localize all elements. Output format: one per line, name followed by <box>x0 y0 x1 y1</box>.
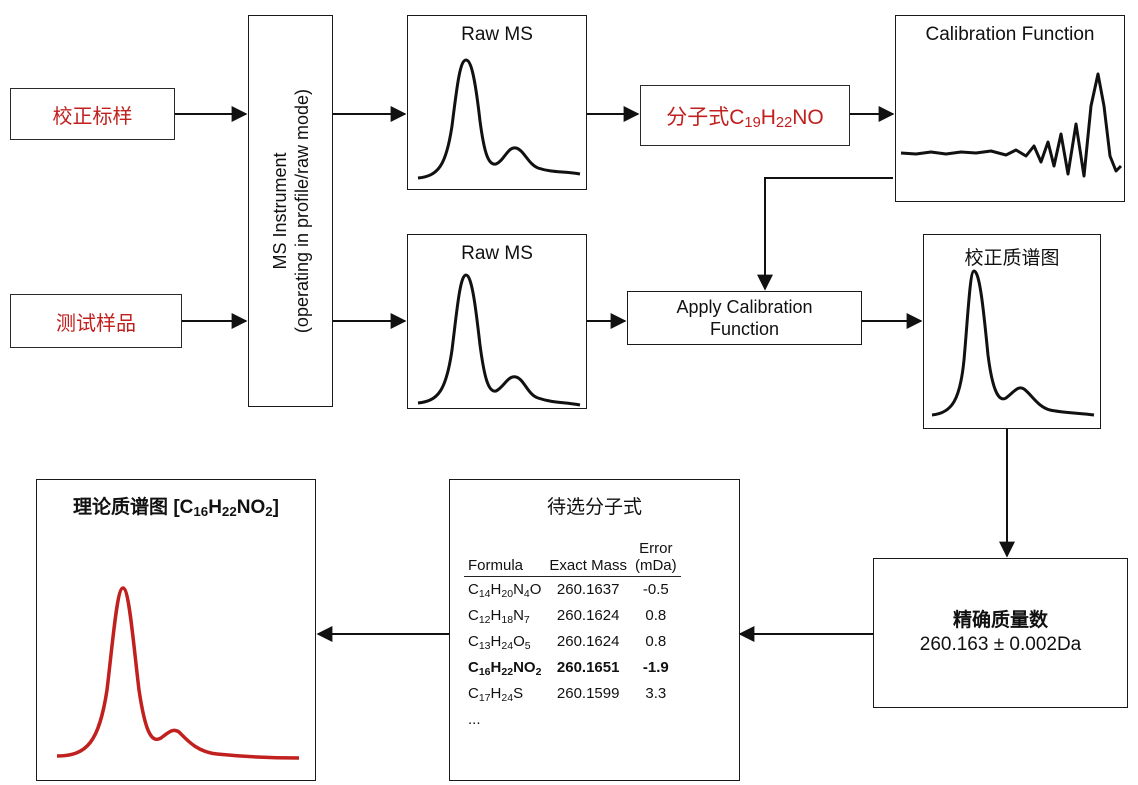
calibrated-spectrum-title: 校正质谱图 <box>964 248 1060 269</box>
error-cell: 0.8 <box>645 607 667 624</box>
apply-calibration-line1: Apply Calibration <box>676 297 813 317</box>
formula-cell: C14H20N4O <box>468 581 542 600</box>
formula-cell: C17H24S <box>468 685 524 704</box>
error-cell: 0.8 <box>645 633 667 650</box>
calibration-function-title: Calibration Function <box>925 24 1095 45</box>
raw-ms-bottom-box: Raw MS <box>407 234 587 409</box>
table-row: C13H24O5 260.1624 0.8 <box>464 629 681 655</box>
candidates-box: 待选分子式 Formula Exact Mass Error (mDa) C14… <box>449 479 740 781</box>
col-formula: Formula <box>464 540 546 577</box>
error-cell: -1.9 <box>642 659 669 676</box>
ms-instrument-line2: (operating in profile/raw mode) <box>291 88 312 334</box>
theoretical-title: 理论质谱图 [C16H22NO2] <box>73 497 279 519</box>
raw-ms-top-box: Raw MS <box>407 15 587 190</box>
col-error-line2: (mDa) <box>634 557 677 574</box>
table-row: C14H20N4O 260.1637 -0.5 <box>464 577 681 604</box>
theoretical-spectrum-box: 理论质谱图 [C16H22NO2] <box>36 479 316 781</box>
theoretical-formula: C16H22NO2 <box>179 497 273 519</box>
table-row: C12H18N7 260.1624 0.8 <box>464 603 681 629</box>
test-sample-label: 测试样品 <box>56 312 136 335</box>
raw-ms-bottom-title: Raw MS <box>461 243 533 264</box>
apply-calibration-line2: Function <box>709 319 780 339</box>
mass-cell: 260.1624 <box>556 607 620 624</box>
calibrated-spectrum-peak <box>931 269 1095 417</box>
col-error-line1: Error <box>639 540 673 557</box>
calibration-function-curve <box>900 72 1123 178</box>
mass-cell: 260.1651 <box>556 659 620 676</box>
candidates-header-row: Formula Exact Mass Error (mDa) <box>464 540 681 577</box>
col-error: Error (mDa) <box>630 540 681 577</box>
table-row: C17H24S 260.1599 3.3 <box>464 681 681 707</box>
formula-cell: C16H22NO2 <box>468 659 542 678</box>
raw-ms-bottom-peak <box>417 273 581 407</box>
theoretical-spectrum-peak <box>56 586 300 760</box>
formula-prefix: 分子式 <box>666 105 730 129</box>
calibration-standard-box: 校正标样 <box>10 88 175 140</box>
raw-ms-top-peak <box>417 58 581 180</box>
formula-label: 分子式C19H22NO <box>666 101 824 131</box>
calibration-standard-label: 校正标样 <box>52 105 133 128</box>
formula-box: 分子式C19H22NO <box>640 85 850 146</box>
theoretical-title-prefix: 理论质谱图 <box>73 497 169 518</box>
accurate-mass-value: 260.163 ± 0.002Da <box>919 633 1082 655</box>
apply-calibration-box: Apply Calibration Function <box>627 291 862 345</box>
ellipsis-cell: ... <box>468 711 481 728</box>
error-cell: -0.5 <box>642 581 669 598</box>
mass-cell: 260.1599 <box>556 685 620 702</box>
calibrated-spectrum-box: 校正质谱图 <box>923 234 1101 429</box>
test-sample-box: 测试样品 <box>10 294 182 348</box>
candidates-table: Formula Exact Mass Error (mDa) C14H20N4O… <box>464 540 681 733</box>
formula-cell: C13H24O5 <box>468 633 531 652</box>
ms-instrument-label: MS Instrument (operating in profile/raw … <box>269 89 313 333</box>
ms-instrument-box: MS Instrument (operating in profile/raw … <box>248 15 333 407</box>
table-row-selected: C16H22NO2 260.1651 -1.9 <box>464 655 681 681</box>
ms-instrument-line1: MS Instrument <box>269 152 290 270</box>
mass-cell: 260.1624 <box>556 633 620 650</box>
error-cell: 3.3 <box>645 685 667 702</box>
arrow-calibration-to-apply <box>757 177 893 291</box>
accurate-mass-label: 精确质量数 <box>952 609 1048 631</box>
formula-value: C19H22NO <box>729 105 824 131</box>
col-exact-mass: Exact Mass <box>545 540 631 577</box>
candidates-title: 待选分子式 <box>546 497 642 518</box>
calibration-function-box: Calibration Function <box>895 15 1125 202</box>
formula-cell: C12H18N7 <box>468 607 530 626</box>
accurate-mass-box: 精确质量数 260.163 ± 0.002Da <box>873 558 1128 708</box>
table-row-ellipsis: ... <box>464 707 681 733</box>
mass-cell: 260.1637 <box>556 581 620 598</box>
raw-ms-top-title: Raw MS <box>461 24 533 45</box>
